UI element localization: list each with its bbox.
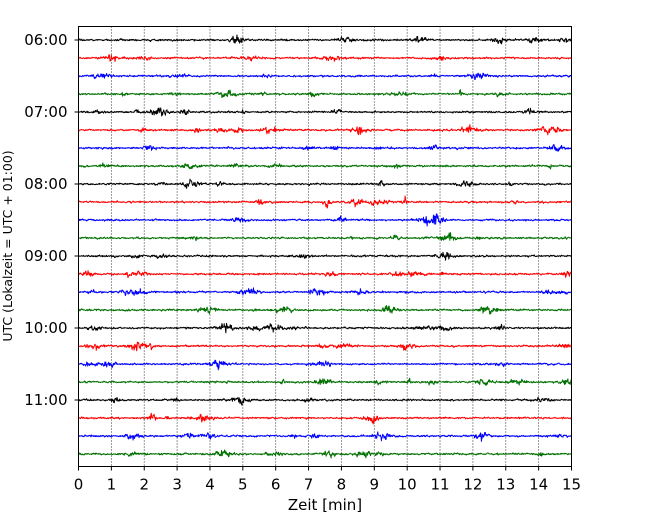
x-tick-label-2: 2 [139, 476, 149, 494]
trace-14 [78, 270, 572, 278]
trace-23 [78, 431, 572, 442]
trace-5 [78, 107, 572, 117]
trace-11 [78, 213, 572, 227]
trace-20 [78, 377, 572, 386]
x-tick-label-11: 11 [430, 476, 449, 494]
y-tick-label-5: 11:00 [24, 391, 67, 409]
x-tick-label-14: 14 [529, 476, 548, 494]
trace-7 [78, 144, 572, 152]
trace-1 [78, 34, 572, 45]
y-tick-label-4: 10:00 [24, 319, 67, 337]
x-tick-label-4: 4 [205, 476, 215, 494]
y-tick-label-2: 08:00 [24, 175, 67, 193]
trace-22 [78, 412, 572, 425]
trace-18 [78, 341, 572, 352]
x-axis-ticks: 0 1 2 3 4 5 6 7 8 9 10 11 12 13 14 15 [74, 466, 581, 494]
trace-12 [78, 232, 572, 242]
trace-9 [78, 178, 572, 189]
trace-15 [78, 287, 572, 296]
seismic-traces [78, 34, 572, 459]
trace-16 [78, 304, 572, 315]
x-tick-label-3: 3 [172, 476, 182, 494]
x-tick-label-7: 7 [304, 476, 314, 494]
grid-lines [110, 26, 540, 467]
trace-6 [78, 124, 572, 136]
x-tick-label-8: 8 [337, 476, 347, 494]
y-tick-label-1: 07:00 [24, 103, 67, 121]
trace-24 [78, 449, 572, 459]
x-tick-label-10: 10 [398, 476, 417, 494]
trace-8 [78, 162, 572, 170]
x-tick-label-9: 9 [370, 476, 380, 494]
trace-2 [78, 54, 572, 63]
y-tick-label-3: 09:00 [24, 247, 67, 265]
y-axis-title: UTC (Lokalzeit = UTC + 01:00) [0, 150, 15, 341]
x-tick-label-5: 5 [238, 476, 248, 494]
x-tick-label-12: 12 [463, 476, 482, 494]
x-tick-label-13: 13 [496, 476, 515, 494]
x-tick-label-6: 6 [271, 476, 281, 494]
trace-4 [78, 89, 572, 99]
trace-10 [78, 195, 572, 209]
trace-19 [78, 359, 572, 371]
y-tick-label-0: 06:00 [24, 31, 67, 49]
x-axis-title: Zeit [min] [288, 496, 362, 514]
x-tick-label-0: 0 [74, 476, 84, 494]
y-axis-ticks: 06:00 07:00 08:00 09:00 10:00 11:00 [24, 31, 79, 409]
x-tick-label-15: 15 [562, 476, 581, 494]
trace-13 [78, 251, 572, 261]
x-tick-label-1: 1 [107, 476, 117, 494]
trace-3 [78, 72, 572, 81]
trace-17 [78, 322, 572, 334]
trace-21 [78, 396, 572, 406]
plot-frame [78, 26, 572, 467]
